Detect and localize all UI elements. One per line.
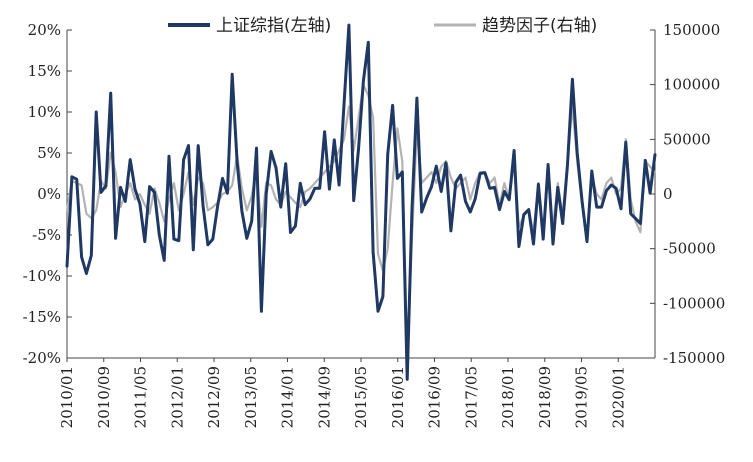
left-tick-label: -5% bbox=[32, 226, 61, 244]
left-tick-label: -15% bbox=[23, 308, 61, 326]
series-line-left-axis bbox=[65, 23, 657, 381]
left-tick-label: 5% bbox=[37, 144, 61, 162]
x-tick-label: 2019/05 bbox=[573, 366, 591, 428]
x-tick-label: 2018/09 bbox=[536, 366, 554, 428]
x-tick-label: 2017/05 bbox=[462, 366, 480, 428]
x-tick-label: 2010/01 bbox=[58, 366, 76, 428]
legend-label-2: 趋势因子(右轴) bbox=[482, 16, 597, 36]
left-tick-label: 20% bbox=[28, 21, 61, 39]
x-tick-label: 2015/05 bbox=[352, 366, 370, 428]
left-tick-label: 15% bbox=[28, 62, 61, 80]
x-tick-label: 2012/09 bbox=[205, 366, 223, 428]
legend-label-1: 上证综指(左轴) bbox=[216, 16, 331, 36]
right-tick-label: -150000 bbox=[663, 349, 725, 367]
axes: -20% -15% -10% -5% 0% 5% 10% 15% 20% -150000 -1000… bbox=[23, 21, 726, 428]
right-tick-label: 100000 bbox=[663, 76, 720, 94]
x-tick-label: 2014/01 bbox=[279, 366, 297, 428]
x-tick-label: 2010/09 bbox=[95, 366, 113, 428]
x-tick-label: 2014/09 bbox=[315, 366, 333, 428]
left-tick-label: 0% bbox=[37, 185, 61, 203]
x-tick-label: 2020/01 bbox=[609, 366, 627, 428]
left-tick-label: -10% bbox=[23, 267, 61, 285]
right-tick-label: -100000 bbox=[663, 294, 725, 312]
left-tick-label: -20% bbox=[23, 349, 61, 367]
x-tick-label: 2011/05 bbox=[132, 366, 150, 428]
x-tick-label: 2016/01 bbox=[389, 366, 407, 428]
right-tick-label: -50000 bbox=[663, 240, 716, 258]
right-tick-label: 0 bbox=[663, 185, 673, 203]
legend: 上证综指(左轴) 趋势因子(右轴) bbox=[168, 16, 597, 36]
right-tick-label: 150000 bbox=[663, 21, 720, 39]
series-layer bbox=[65, 23, 657, 381]
left-tick-label: 10% bbox=[28, 103, 61, 121]
x-tick-label: 2012/01 bbox=[168, 366, 186, 428]
x-tick-label: 2016/09 bbox=[426, 366, 444, 428]
x-tick-label: 2018/01 bbox=[499, 366, 517, 428]
x-tick-label: 2013/05 bbox=[242, 366, 260, 428]
right-tick-label: 50000 bbox=[663, 130, 711, 148]
